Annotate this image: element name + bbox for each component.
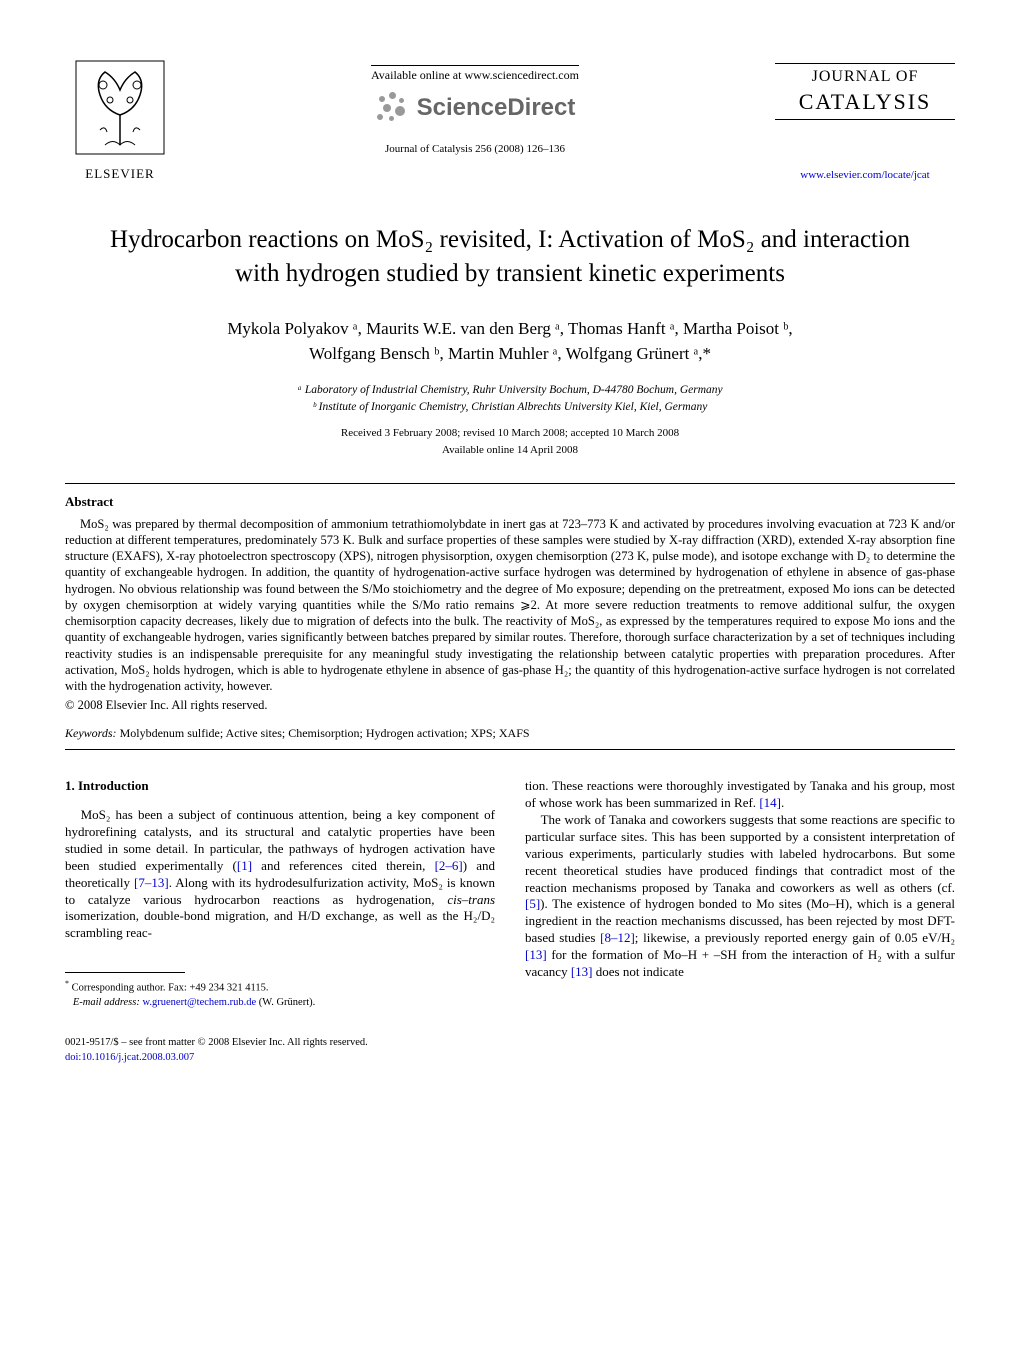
cis-trans-italic: cis–trans (447, 892, 495, 907)
footnote-rule (65, 972, 185, 973)
intro-paragraph-1-cont: tion. These reactions were thoroughly in… (525, 778, 955, 812)
ref-link-7-13[interactable]: [7–13] (134, 875, 169, 890)
ref-link-14[interactable]: [14] (759, 795, 781, 810)
corresponding-text: Corresponding author. Fax: +49 234 321 4… (72, 983, 269, 994)
sciencedirect-text: ScienceDirect (417, 92, 576, 123)
authors-line-1: Mykola Polyakov ᵃ, Maurits W.E. van den … (227, 319, 792, 338)
journal-title-block: JOURNAL OF CATALYSIS www.elsevier.com/lo… (775, 60, 955, 183)
article-dates: Received 3 February 2008; revised 10 Mar… (65, 426, 955, 440)
doi-link[interactable]: doi:10.1016/j.jcat.2008.03.007 (65, 1051, 955, 1066)
keywords-values: Molybdenum sulfide; Active sites; Chemis… (120, 726, 530, 740)
email-label: E-mail address: (73, 997, 140, 1008)
journal-citation: Journal of Catalysis 256 (2008) 126–136 (175, 142, 775, 156)
article-title: Hydrocarbon reactions on MoS₂ revisited,… (95, 223, 925, 291)
elsevier-tree-logo (75, 60, 165, 155)
rule-below-keywords (65, 749, 955, 750)
abstract-heading: Abstract (65, 494, 955, 511)
section-1-heading: 1. Introduction (65, 778, 495, 795)
keywords-label: Keywords: (65, 726, 117, 740)
publisher-block: ELSEVIER (65, 60, 175, 183)
affiliations: ᵃ Laboratory of Industrial Chemistry, Ru… (65, 382, 955, 417)
email-link[interactable]: w.gruenert@techem.rub.de (142, 997, 256, 1008)
affiliation-b: ᵇ Institute of Inorganic Chemistry, Chri… (65, 399, 955, 416)
ref-link-1[interactable]: [1] (237, 858, 252, 873)
page-footer: 0021-9517/$ – see front matter © 2008 El… (65, 1036, 955, 1065)
right-column: tion. These reactions were thoroughly in… (525, 778, 955, 1011)
publisher-name: ELSEVIER (65, 166, 175, 183)
intro-paragraph-1: MoS₂ has been a subject of continuous at… (65, 807, 495, 942)
abstract-body: MoS₂ was prepared by thermal decompositi… (65, 516, 955, 695)
available-online-text: Available online at www.sciencedirect.co… (371, 65, 579, 84)
intro-paragraph-2: The work of Tanaka and coworkers suggest… (525, 812, 955, 981)
author-list: Mykola Polyakov ᵃ, Maurits W.E. van den … (65, 316, 955, 367)
available-online-date: Available online 14 April 2008 (65, 443, 955, 457)
sciencedirect-logo: ScienceDirect (175, 92, 775, 124)
journal-name-line2: CATALYSIS (775, 88, 955, 117)
ref-link-5[interactable]: [5] (525, 896, 540, 911)
center-header: Available online at www.sciencedirect.co… (175, 60, 775, 156)
left-column: 1. Introduction MoS₂ has been a subject … (65, 778, 495, 1011)
ref-link-8-12[interactable]: [8–12] (600, 930, 635, 945)
rule-above-abstract (65, 483, 955, 484)
page-header: ELSEVIER Available online at www.science… (65, 60, 955, 183)
journal-name-line1: JOURNAL OF (775, 67, 955, 88)
ref-link-13b[interactable]: [13] (571, 964, 593, 979)
front-matter-line: 0021-9517/$ – see front matter © 2008 El… (65, 1036, 955, 1051)
corresponding-author-footnote: * Corresponding author. Fax: +49 234 321… (65, 978, 495, 1011)
ref-link-13a[interactable]: [13] (525, 947, 547, 962)
email-suffix: (W. Grünert). (259, 997, 315, 1008)
authors-line-2: Wolfgang Bensch ᵇ, Martin Muhler ᵃ, Wolf… (309, 344, 711, 363)
affiliation-a: ᵃ Laboratory of Industrial Chemistry, Ru… (65, 382, 955, 399)
keywords-line: Keywords: Molybdenum sulfide; Active sit… (65, 726, 955, 742)
ref-link-2-6[interactable]: [2–6] (435, 858, 463, 873)
journal-url-link[interactable]: www.elsevier.com/locate/jcat (775, 168, 955, 182)
sciencedirect-dots-icon (375, 92, 411, 124)
copyright-line: © 2008 Elsevier Inc. All rights reserved… (65, 697, 955, 713)
body-columns: 1. Introduction MoS₂ has been a subject … (65, 778, 955, 1011)
